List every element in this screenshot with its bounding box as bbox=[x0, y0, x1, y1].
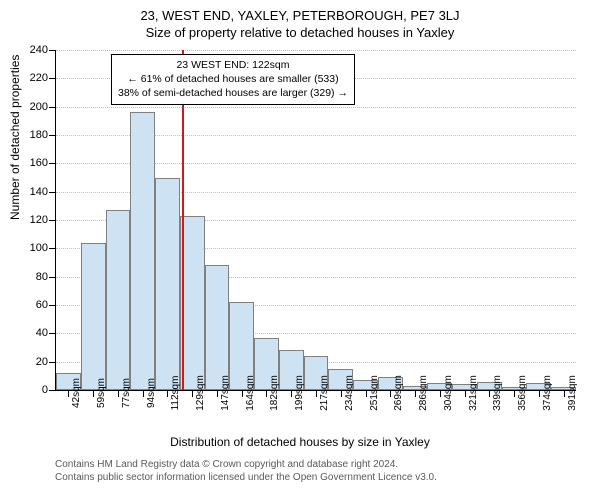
x-tick bbox=[192, 391, 193, 397]
x-tick-label: 286sqm bbox=[418, 375, 429, 411]
grid-line bbox=[56, 50, 576, 51]
x-tick-label: 304sqm bbox=[443, 375, 454, 411]
x-tick bbox=[366, 391, 367, 397]
x-tick bbox=[440, 391, 441, 397]
y-tick-label: 200 bbox=[21, 101, 48, 113]
footer-line-1: Contains HM Land Registry data © Crown c… bbox=[55, 458, 437, 471]
x-tick bbox=[316, 391, 317, 397]
y-tick bbox=[49, 78, 55, 79]
x-tick bbox=[266, 391, 267, 397]
x-tick bbox=[93, 391, 94, 397]
histogram-bar bbox=[81, 243, 106, 390]
chart-title: 23, WEST END, YAXLEY, PETERBOROUGH, PE7 … bbox=[0, 0, 600, 23]
x-tick bbox=[217, 391, 218, 397]
x-tick-label: 269sqm bbox=[393, 375, 404, 411]
y-tick-label: 60 bbox=[21, 299, 48, 311]
y-tick-label: 160 bbox=[21, 157, 48, 169]
chart-container: 23, WEST END, YAXLEY, PETERBOROUGH, PE7 … bbox=[0, 0, 600, 500]
annotation-line: 38% of semi-detached houses are larger (… bbox=[118, 86, 348, 100]
x-tick bbox=[564, 391, 565, 397]
grid-line bbox=[56, 107, 576, 108]
annotation-line: 23 WEST END: 122sqm bbox=[118, 58, 348, 72]
x-tick bbox=[539, 391, 540, 397]
x-tick-label: 339sqm bbox=[492, 375, 503, 411]
x-tick-label: 356sqm bbox=[517, 375, 528, 411]
y-tick-label: 140 bbox=[21, 186, 48, 198]
chart-subtitle: Size of property relative to detached ho… bbox=[0, 23, 600, 40]
y-tick bbox=[49, 50, 55, 51]
y-tick-label: 0 bbox=[21, 384, 48, 396]
x-tick bbox=[489, 391, 490, 397]
y-tick bbox=[49, 135, 55, 136]
annotation-line: ← 61% of detached houses are smaller (53… bbox=[118, 72, 348, 86]
y-tick-label: 120 bbox=[21, 214, 48, 226]
y-tick bbox=[49, 277, 55, 278]
histogram-bar bbox=[106, 210, 131, 390]
footer-text: Contains HM Land Registry data © Crown c… bbox=[55, 458, 437, 484]
y-tick-label: 40 bbox=[21, 327, 48, 339]
x-tick bbox=[415, 391, 416, 397]
x-axis-label: Distribution of detached houses by size … bbox=[0, 435, 600, 449]
y-axis-label: Number of detached properties bbox=[8, 55, 22, 220]
histogram-bar bbox=[155, 178, 180, 391]
y-tick-label: 180 bbox=[21, 129, 48, 141]
footer-line-2: Contains public sector information licen… bbox=[55, 471, 437, 484]
x-tick bbox=[118, 391, 119, 397]
y-tick-label: 220 bbox=[21, 72, 48, 84]
y-tick bbox=[49, 192, 55, 193]
annotation-box: 23 WEST END: 122sqm← 61% of detached hou… bbox=[111, 54, 355, 105]
y-tick bbox=[49, 305, 55, 306]
y-tick bbox=[49, 163, 55, 164]
y-tick-label: 100 bbox=[21, 242, 48, 254]
y-tick bbox=[49, 362, 55, 363]
x-tick bbox=[167, 391, 168, 397]
histogram-bar bbox=[130, 112, 155, 390]
histogram-bar bbox=[205, 265, 230, 390]
x-tick-label: 374sqm bbox=[542, 375, 553, 411]
plot-area: 02040608010012014016018020022024042sqm59… bbox=[55, 50, 576, 391]
y-tick bbox=[49, 248, 55, 249]
y-tick bbox=[49, 333, 55, 334]
y-tick bbox=[49, 107, 55, 108]
y-tick-label: 20 bbox=[21, 356, 48, 368]
x-tick bbox=[68, 391, 69, 397]
y-tick bbox=[49, 220, 55, 221]
x-tick-label: 391sqm bbox=[567, 375, 578, 411]
y-tick-label: 80 bbox=[21, 271, 48, 283]
y-tick-label: 240 bbox=[21, 44, 48, 56]
x-tick bbox=[341, 391, 342, 397]
x-tick bbox=[143, 391, 144, 397]
x-tick bbox=[390, 391, 391, 397]
x-tick bbox=[291, 391, 292, 397]
x-tick bbox=[514, 391, 515, 397]
y-tick bbox=[49, 390, 55, 391]
x-tick bbox=[465, 391, 466, 397]
x-tick bbox=[242, 391, 243, 397]
